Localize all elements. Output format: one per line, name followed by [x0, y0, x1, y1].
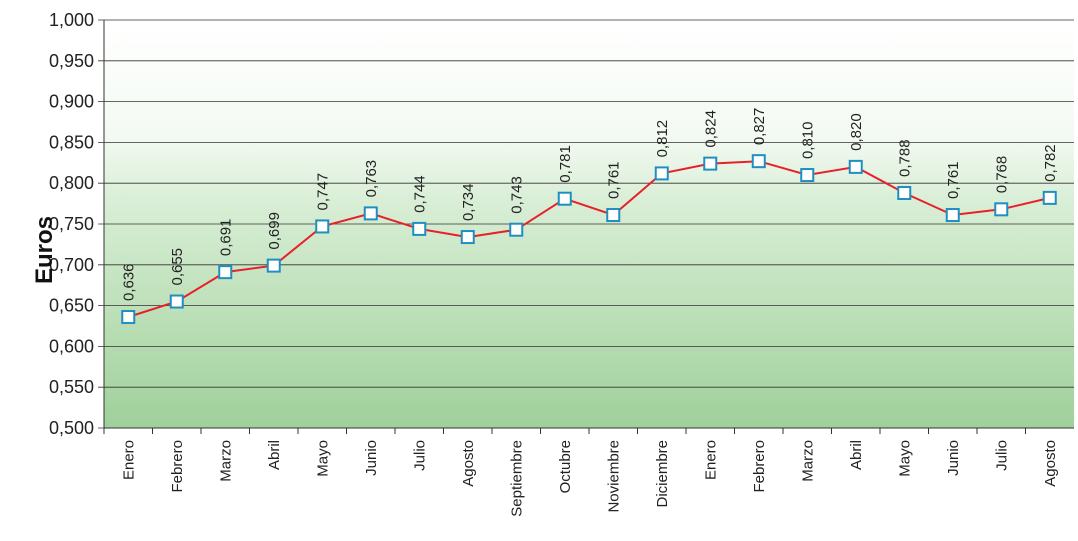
data-label: 0,636 [120, 263, 137, 301]
y-tick-label: 0,600 [49, 336, 94, 356]
y-tick-label: 1,000 [49, 10, 94, 30]
data-label: 0,824 [702, 110, 719, 148]
x-tick-label: Agosto [1042, 440, 1059, 487]
data-label: 0,827 [751, 108, 768, 146]
data-label: 0,782 [1042, 144, 1059, 182]
x-tick-label: Diciembre [654, 440, 671, 508]
data-point [848, 159, 863, 174]
y-tick-label: 0,750 [49, 214, 94, 234]
data-label: 0,744 [411, 175, 428, 213]
data-label: 0,734 [460, 184, 477, 222]
x-tick-label: Abril [848, 440, 865, 470]
y-axis-ticks: 0,500 0,550 0,600 0,650 0,700 0,750 0,800 0,850… [49, 10, 94, 438]
data-point [412, 221, 427, 236]
data-point [315, 219, 330, 234]
x-tick-label: Febrero [169, 440, 186, 493]
y-tick-label: 0,950 [49, 51, 94, 71]
data-point [654, 166, 669, 181]
x-tick-label: Febrero [751, 440, 768, 493]
data-point [121, 310, 136, 325]
data-label: 0,781 [557, 145, 574, 183]
x-tick-label: Abril [266, 440, 283, 470]
y-tick-label: 0,500 [49, 418, 94, 438]
x-tick-label: Noviembre [605, 440, 622, 513]
y-tick-label: 0,800 [49, 173, 94, 193]
x-tick-label: Septiembre [508, 440, 525, 517]
x-tick-label: Junio [363, 440, 380, 476]
data-label: 0,743 [508, 176, 525, 214]
x-axis-ticks: Enero Febrero Marzo Abril Mayo Junio Julio Agos… [103, 428, 1059, 517]
data-point [218, 265, 233, 280]
data-label: 0,761 [945, 161, 962, 199]
data-labels: 0,636 0,655 0,691 0,699 0,747 0,763 0,744 0,734… [120, 108, 1059, 301]
y-tick-label: 0,850 [49, 132, 94, 152]
y-axis-label: Euros [31, 216, 58, 284]
data-label: 0,768 [993, 156, 1010, 194]
x-tick-label: Octubre [557, 440, 574, 493]
data-point [945, 208, 960, 223]
x-tick-label: Enero [702, 440, 719, 480]
x-tick-label: Marzo [217, 440, 234, 482]
data-point [460, 230, 475, 245]
data-label: 0,763 [363, 160, 380, 198]
y-tick-label: 0,700 [49, 255, 94, 275]
x-tick-label: Junio [945, 440, 962, 476]
series-line [127, 160, 1051, 318]
data-point [751, 154, 766, 169]
y-tick-label: 0,900 [49, 92, 94, 112]
x-tick-label: Julio [993, 440, 1010, 471]
x-tick-label: Enero [120, 440, 137, 480]
data-label: 0,691 [217, 219, 234, 257]
y-tick-label: 0,550 [49, 377, 94, 397]
x-tick-label: Julio [411, 440, 428, 471]
x-tick-label: Marzo [799, 440, 816, 482]
gridlines [98, 19, 1074, 429]
data-label: 0,810 [799, 121, 816, 159]
y-tick-label: 0,650 [49, 296, 94, 316]
data-point [606, 208, 621, 223]
data-point [557, 191, 572, 206]
data-point [897, 185, 912, 200]
data-label: 0,820 [848, 113, 865, 151]
data-label: 0,788 [896, 139, 913, 177]
series-markers [121, 154, 1057, 325]
x-tick-label: Mayo [314, 440, 331, 477]
data-point [169, 294, 184, 309]
data-point [1042, 190, 1057, 205]
data-label: 0,747 [314, 173, 331, 211]
data-point [800, 168, 815, 183]
data-point [509, 222, 524, 237]
data-label: 0,655 [169, 248, 186, 286]
data-label: 0,812 [654, 120, 671, 158]
data-label: 0,761 [605, 161, 622, 199]
data-point [363, 206, 378, 221]
data-point [994, 202, 1009, 217]
data-point [703, 156, 718, 171]
data-point [266, 258, 281, 273]
x-tick-label: Agosto [460, 440, 477, 487]
data-label: 0,699 [266, 212, 283, 250]
x-tick-label: Mayo [896, 440, 913, 477]
